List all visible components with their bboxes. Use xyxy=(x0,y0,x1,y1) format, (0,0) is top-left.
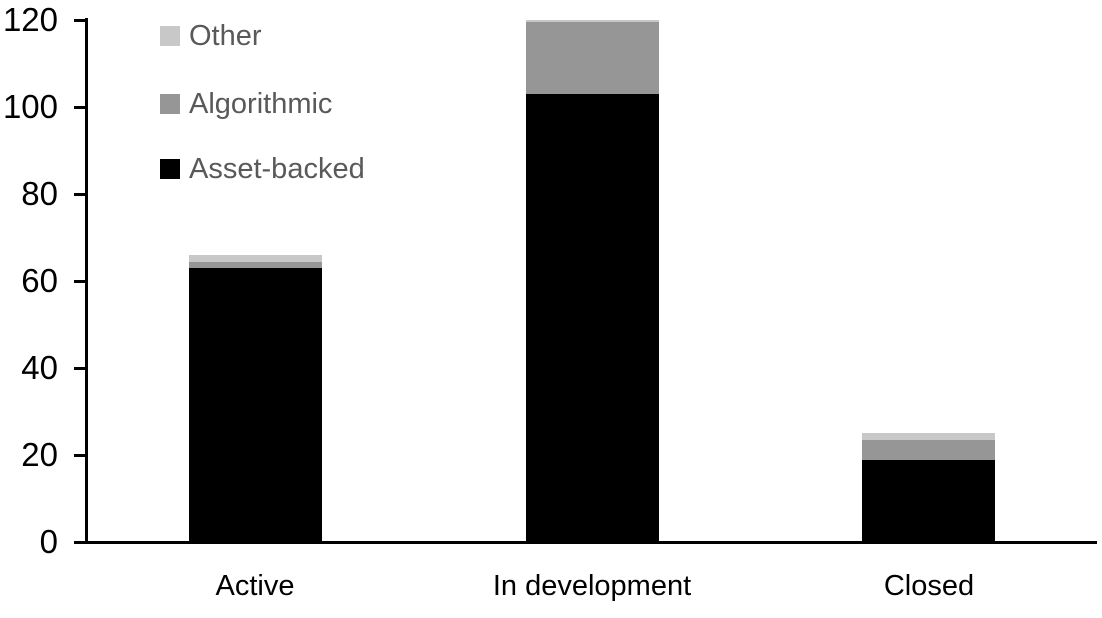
legend-item-asset-backed: Asset-backed xyxy=(160,153,365,185)
legend-swatch-asset-backed xyxy=(160,159,180,179)
y-tick-label-20: 20 xyxy=(21,436,58,473)
y-tick-mark-100 xyxy=(74,106,87,109)
bar-segment-closed-other xyxy=(862,433,995,440)
bar-segment-active-algorithmic xyxy=(189,261,322,268)
x-axis-line xyxy=(75,541,1097,544)
y-tick-mark-60 xyxy=(74,280,87,283)
y-tick-mark-0 xyxy=(74,541,87,544)
x-category-label-closed: Closed xyxy=(883,570,975,602)
y-tick-label-40: 40 xyxy=(21,349,58,386)
y-tick-label-0: 0 xyxy=(39,523,58,560)
bar-segment-active-other xyxy=(189,255,322,262)
y-tick-mark-20 xyxy=(74,454,87,457)
y-tick-label-100: 100 xyxy=(2,88,58,125)
legend-label-algorithmic: Algorithmic xyxy=(189,88,333,120)
bar-segment-in-development-asset-backed xyxy=(526,94,659,542)
legend-swatch-algorithmic xyxy=(160,94,180,114)
legend-item-other: Other xyxy=(160,20,262,52)
legend-label-asset-backed: Asset-backed xyxy=(189,153,365,185)
legend-label-other: Other xyxy=(189,20,262,52)
y-tick-mark-80 xyxy=(74,193,87,196)
bar-segment-in-development-algorithmic xyxy=(526,22,659,94)
bar-segment-closed-algorithmic xyxy=(862,440,995,460)
bar-segment-active-asset-backed xyxy=(189,268,322,542)
y-tick-mark-120 xyxy=(74,19,87,22)
y-tick-label-120: 120 xyxy=(2,1,58,38)
legend-swatch-other xyxy=(160,26,180,46)
legend-item-algorithmic: Algorithmic xyxy=(160,88,333,120)
y-tick-label-80: 80 xyxy=(21,175,58,212)
y-tick-mark-40 xyxy=(74,367,87,370)
x-category-label-in-development: In development xyxy=(492,570,692,602)
bar-segment-closed-asset-backed xyxy=(862,459,995,542)
bar-segment-in-development-other xyxy=(526,20,659,22)
x-category-label-active: Active xyxy=(215,570,295,602)
y-tick-label-60: 60 xyxy=(21,262,58,299)
